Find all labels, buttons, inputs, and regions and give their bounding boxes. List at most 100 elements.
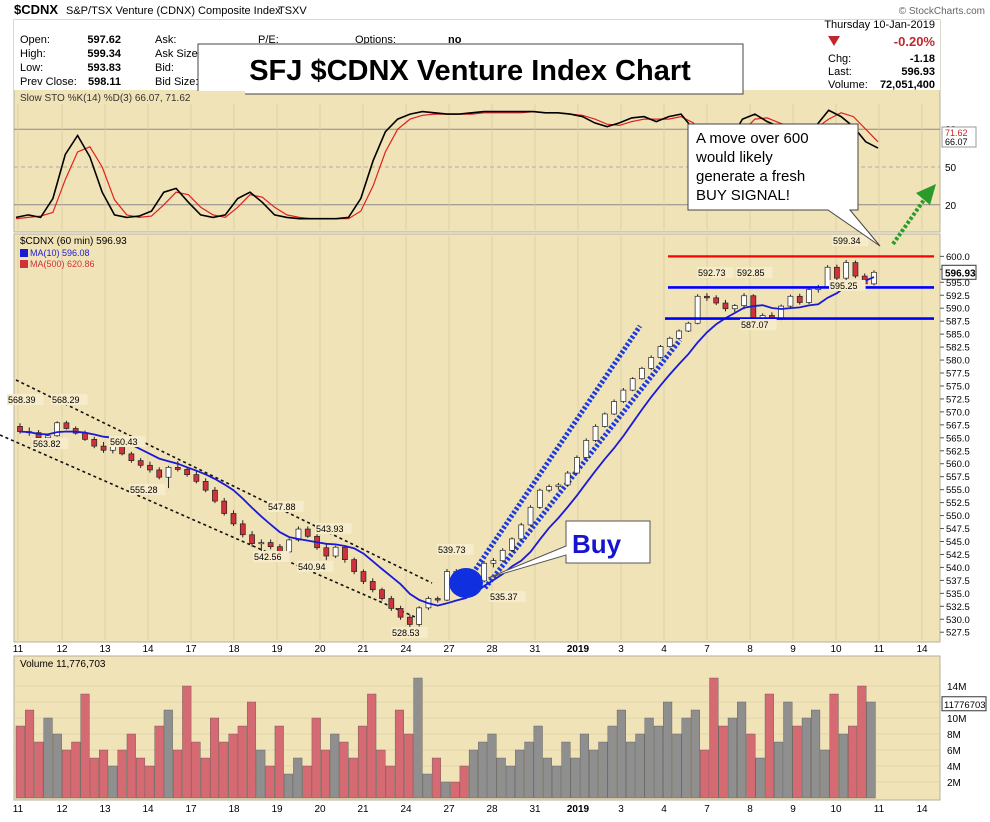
- date-tick-label: 20: [314, 804, 326, 815]
- price-tick-label: 590.0: [946, 304, 970, 315]
- candle-down: [342, 546, 348, 560]
- callout-line: BUY SIGNAL!: [696, 187, 790, 204]
- volume-bar-up: [52, 733, 62, 799]
- volume-bar-up: [690, 709, 700, 799]
- candle-down: [267, 542, 274, 548]
- date-tick-label: 14: [142, 804, 154, 815]
- volume-bar-up: [672, 733, 682, 799]
- source-credit: © StockCharts.com: [899, 6, 985, 17]
- change-value: -1.18: [910, 53, 935, 65]
- price-tick-label: 537.5: [946, 576, 970, 587]
- volume-bar-up: [496, 757, 506, 799]
- date-tick-label: 19: [271, 804, 283, 815]
- candle-up: [54, 422, 60, 437]
- volume-bar-down: [200, 757, 210, 799]
- date-tick-label: 14: [142, 644, 154, 655]
- candle-down: [91, 439, 98, 447]
- volume-bar-up: [607, 725, 617, 799]
- annotation-label: 568.29: [52, 395, 80, 405]
- candle-down: [713, 297, 720, 304]
- candle-down: [156, 469, 163, 478]
- volume-bar-down: [99, 749, 109, 799]
- candle-up: [564, 472, 571, 486]
- volume-bar-down: [718, 725, 728, 799]
- green-arrow-head: [916, 184, 936, 205]
- date-tick-label: 3: [618, 644, 624, 655]
- candle-up: [332, 546, 339, 557]
- annotation-label: 592.85: [737, 268, 765, 278]
- price-tick-label: 582.5: [946, 343, 970, 354]
- volume-bar-down: [302, 765, 312, 799]
- annotation-label: 540.94: [298, 562, 326, 572]
- volume-bar-up: [616, 709, 626, 799]
- volume-bar-up: [487, 733, 497, 799]
- date-tick-label: 4: [661, 804, 667, 815]
- price-tick-label: 567.5: [946, 420, 970, 431]
- candle-up: [165, 467, 172, 478]
- volume-bar-down: [237, 725, 247, 799]
- candle-down: [100, 445, 107, 451]
- volume-bar-down: [246, 701, 257, 799]
- buy-marker: Buy: [449, 520, 651, 598]
- index-name: S&P/TSX Venture (CDNX) Composite Index: [66, 5, 281, 17]
- date-tick-label: 14: [916, 804, 928, 815]
- annotation-label: 592.73: [698, 268, 726, 278]
- candle-down: [834, 266, 840, 279]
- candle-up: [666, 337, 673, 347]
- ma500-legend: MA(500) 620.86: [30, 259, 95, 269]
- volume-bar-down: [34, 741, 44, 799]
- date-tick-label: 17: [185, 804, 197, 815]
- annotation-bg: [129, 484, 166, 495]
- candle-down: [174, 467, 181, 470]
- candle-down: [351, 559, 358, 572]
- date-tick-label: 28: [486, 804, 498, 815]
- volume-axis: 2M4M6M8M10M12M14M11776703: [941, 682, 987, 789]
- date-tick-label: 12: [56, 804, 68, 815]
- volume-bar-down: [209, 717, 220, 799]
- date-tick-label: 24: [400, 804, 412, 815]
- candle-up: [583, 440, 590, 458]
- date-tick-label: 21: [357, 644, 369, 655]
- volume-tick-label: 4M: [947, 762, 961, 773]
- price-current-box: [941, 264, 977, 280]
- candle-down: [369, 581, 376, 591]
- date-tick-label: 12: [56, 644, 68, 655]
- candle-up: [629, 378, 636, 391]
- candle-down: [323, 547, 330, 557]
- candle-up: [639, 367, 645, 380]
- date-tick-label: 11: [13, 644, 24, 655]
- volume-bar-down: [792, 725, 802, 799]
- candle-up: [741, 295, 747, 306]
- candle-down: [35, 432, 42, 439]
- date-tick-label: 7: [704, 804, 710, 815]
- quote-field-label: Prev Close:: [20, 76, 77, 88]
- volume-bar-down: [145, 765, 155, 799]
- candle-up: [806, 289, 812, 303]
- ask-label: Ask:: [155, 34, 176, 46]
- candle-up: [620, 389, 627, 402]
- volume-bars: [15, 677, 876, 799]
- annotation-label: 543.93: [316, 524, 344, 534]
- candle-up: [286, 539, 293, 553]
- date-tick-label: 24: [400, 644, 412, 655]
- annotation-bg: [109, 436, 146, 447]
- annotation-bg: [489, 591, 526, 602]
- stochastic-tick-label: 20: [945, 201, 957, 212]
- bid-size-label: Bid Size:: [155, 76, 198, 88]
- volume-bar-down: [700, 749, 710, 799]
- candle-up: [611, 401, 617, 415]
- date-tick-label: 31: [529, 644, 541, 655]
- volume-bar-up: [570, 757, 580, 799]
- volume-bar-up: [330, 733, 340, 799]
- volume-bar-up: [441, 781, 451, 799]
- quote-field-label: Low:: [20, 62, 43, 74]
- candle-up: [648, 357, 655, 369]
- candle-up: [555, 484, 562, 487]
- candle-up: [509, 538, 515, 551]
- buy-circle: [449, 568, 483, 598]
- volume-tick-label: 2M: [947, 778, 961, 789]
- quote-field-value: 593.83: [87, 62, 121, 74]
- annotation-bg: [32, 438, 69, 449]
- candle-down: [704, 295, 710, 299]
